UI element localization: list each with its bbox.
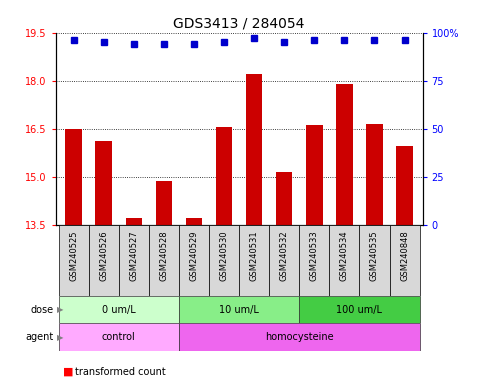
Text: GSM240532: GSM240532 xyxy=(280,230,289,281)
Bar xyxy=(58,323,179,351)
Bar xyxy=(216,127,232,225)
Text: 10 um/L: 10 um/L xyxy=(219,305,259,314)
Bar xyxy=(65,129,82,225)
Text: agent: agent xyxy=(25,332,53,342)
Text: ▶: ▶ xyxy=(57,305,63,314)
Text: 100 um/L: 100 um/L xyxy=(337,305,383,314)
Bar xyxy=(359,225,389,296)
Text: GSM240525: GSM240525 xyxy=(69,230,78,281)
Text: GSM240527: GSM240527 xyxy=(129,230,138,281)
Bar xyxy=(185,218,202,225)
Bar xyxy=(389,225,420,296)
Bar xyxy=(89,225,119,296)
Text: 0 um/L: 0 um/L xyxy=(102,305,136,314)
Bar xyxy=(179,323,420,351)
Bar xyxy=(329,225,359,296)
Bar xyxy=(149,225,179,296)
Bar xyxy=(396,146,413,225)
Text: ▶: ▶ xyxy=(57,333,63,342)
Bar xyxy=(246,74,262,225)
Text: GSM240534: GSM240534 xyxy=(340,230,349,281)
Bar xyxy=(299,296,420,323)
Bar xyxy=(366,124,383,225)
Bar xyxy=(239,225,269,296)
Text: GSM240535: GSM240535 xyxy=(370,230,379,281)
Bar xyxy=(96,141,112,225)
Title: GDS3413 / 284054: GDS3413 / 284054 xyxy=(173,16,305,30)
Text: GSM240529: GSM240529 xyxy=(189,230,199,281)
Bar xyxy=(58,296,179,323)
Bar xyxy=(306,126,323,225)
Bar xyxy=(276,172,293,225)
Text: transformed count: transformed count xyxy=(75,367,166,377)
Text: ■: ■ xyxy=(63,367,73,377)
Text: dose: dose xyxy=(30,305,53,314)
Bar xyxy=(126,218,142,225)
Text: GSM240531: GSM240531 xyxy=(250,230,258,281)
Bar xyxy=(58,225,89,296)
Bar xyxy=(156,182,172,225)
Text: GSM240526: GSM240526 xyxy=(99,230,108,281)
Text: GSM240530: GSM240530 xyxy=(220,230,228,281)
Text: GSM240528: GSM240528 xyxy=(159,230,169,281)
Bar xyxy=(336,84,353,225)
Bar xyxy=(179,225,209,296)
Bar xyxy=(269,225,299,296)
Bar xyxy=(179,296,299,323)
Text: control: control xyxy=(102,332,136,342)
Bar xyxy=(209,225,239,296)
Bar xyxy=(119,225,149,296)
Text: homocysteine: homocysteine xyxy=(265,332,334,342)
Text: GSM240848: GSM240848 xyxy=(400,230,409,281)
Bar xyxy=(299,225,329,296)
Text: GSM240533: GSM240533 xyxy=(310,230,319,281)
